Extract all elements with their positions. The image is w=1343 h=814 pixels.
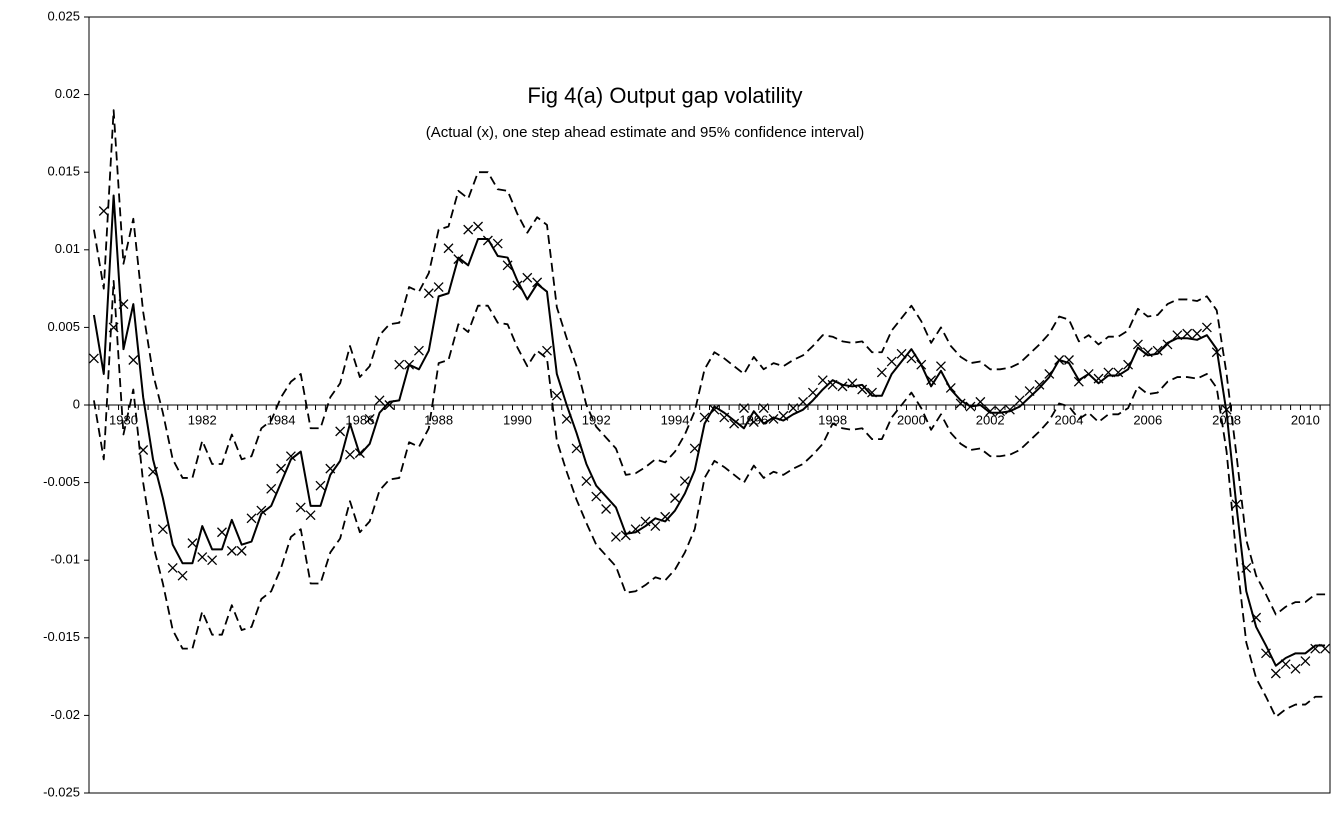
actual-marker xyxy=(335,426,346,437)
x-tick-label: 1990 xyxy=(503,412,532,427)
actual-marker xyxy=(226,545,237,556)
actual-marker xyxy=(374,395,385,406)
actual-marker xyxy=(1270,668,1281,679)
actual-marker xyxy=(670,493,680,504)
actual-marker xyxy=(492,238,503,249)
chart-title: Fig 4(a) Output gap volatility xyxy=(527,83,802,108)
x-tick-label: 1992 xyxy=(582,412,611,427)
actual-marker xyxy=(522,272,533,283)
actual-marker xyxy=(394,359,405,370)
actual-marker xyxy=(886,356,897,367)
actual-marker xyxy=(1290,663,1301,674)
x-tick-label: 2000 xyxy=(897,412,926,427)
actual-marker xyxy=(1132,339,1143,350)
actual-marker xyxy=(650,521,661,532)
actual-marker xyxy=(305,510,316,521)
actual-marker xyxy=(876,367,887,378)
actual-marker xyxy=(98,206,109,216)
actual-marker xyxy=(88,353,99,364)
actual-marker xyxy=(610,531,621,542)
y-tick-label: 0.025 xyxy=(47,8,80,23)
actual-marker xyxy=(295,502,306,513)
x-tick-label: 2002 xyxy=(976,412,1005,427)
x-tick-label: 1994 xyxy=(661,412,690,427)
actual-marker xyxy=(128,355,139,365)
actual-marker xyxy=(1182,328,1193,339)
actual-marker xyxy=(542,345,552,356)
actual-marker xyxy=(788,403,799,414)
actual-marker xyxy=(591,491,602,502)
actual-marker xyxy=(551,390,562,401)
actual-marker xyxy=(315,480,326,491)
actual-marker xyxy=(955,398,966,409)
y-tick-label: 0.01 xyxy=(55,241,80,256)
actual-marker xyxy=(758,403,769,414)
actual-marker xyxy=(857,384,868,395)
actual-marker xyxy=(601,504,612,514)
actual-marker xyxy=(1201,322,1212,333)
y-tick-label: -0.015 xyxy=(43,629,80,644)
actual-marker xyxy=(187,538,198,549)
actual-marker xyxy=(345,449,355,460)
y-tick-label: -0.005 xyxy=(43,474,80,489)
y-tick-label: -0.01 xyxy=(50,552,80,567)
actual-marker xyxy=(246,513,257,524)
y-tick-label: 0.015 xyxy=(47,164,80,179)
y-tick-label: 0 xyxy=(73,396,80,411)
actual-marker xyxy=(167,563,178,573)
x-tick-label: 1980 xyxy=(109,412,138,427)
actual-marker xyxy=(985,406,996,417)
actual-marker xyxy=(413,345,424,356)
y-tick-label: -0.025 xyxy=(43,784,80,799)
x-tick-label: 1996 xyxy=(739,412,768,427)
actual-marker xyxy=(236,545,247,556)
y-tick-label: 0.02 xyxy=(55,86,80,101)
actual-marker xyxy=(423,288,434,299)
actual-marker xyxy=(217,527,227,538)
actual-marker xyxy=(748,417,759,428)
actual-marker xyxy=(739,403,749,414)
actual-marker xyxy=(197,552,208,563)
actual-marker xyxy=(581,476,592,487)
actual-marker xyxy=(443,243,454,254)
actual-marker xyxy=(207,555,218,566)
x-tick-label: 2010 xyxy=(1291,412,1320,427)
x-tick-label: 1982 xyxy=(188,412,217,427)
interval-line xyxy=(93,109,1326,616)
actual-marker xyxy=(935,361,946,372)
actual-marker xyxy=(1192,328,1202,339)
actual-marker xyxy=(364,414,375,424)
chart-subtitle: (Actual (x), one step ahead estimate and… xyxy=(426,124,865,141)
actual-marker xyxy=(1300,656,1311,667)
x-tick-label: 2004 xyxy=(1055,412,1084,427)
actual-marker xyxy=(729,418,740,429)
actual-marker xyxy=(768,414,779,424)
actual-marker xyxy=(285,451,296,462)
actual-marker xyxy=(995,406,1006,417)
actual-marker xyxy=(433,282,444,293)
estimate-line xyxy=(92,194,1326,667)
interval-line xyxy=(93,279,1326,718)
x-tick-label: 1988 xyxy=(424,412,453,427)
actual-marker xyxy=(256,505,267,516)
actual-marker xyxy=(1034,379,1045,390)
actual-marker xyxy=(276,463,287,474)
actual-marker xyxy=(798,396,809,407)
actual-marker xyxy=(463,224,474,235)
actual-marker xyxy=(177,570,188,581)
y-tick-label: -0.02 xyxy=(50,707,80,722)
y-tick-label: 0.005 xyxy=(47,319,80,334)
actual-marker xyxy=(157,524,168,535)
actual-marker xyxy=(266,483,277,494)
actual-marker xyxy=(473,221,484,232)
actual-marker xyxy=(817,375,828,386)
x-tick-label: 1998 xyxy=(818,412,847,427)
x-tick-label: 2006 xyxy=(1133,412,1162,427)
